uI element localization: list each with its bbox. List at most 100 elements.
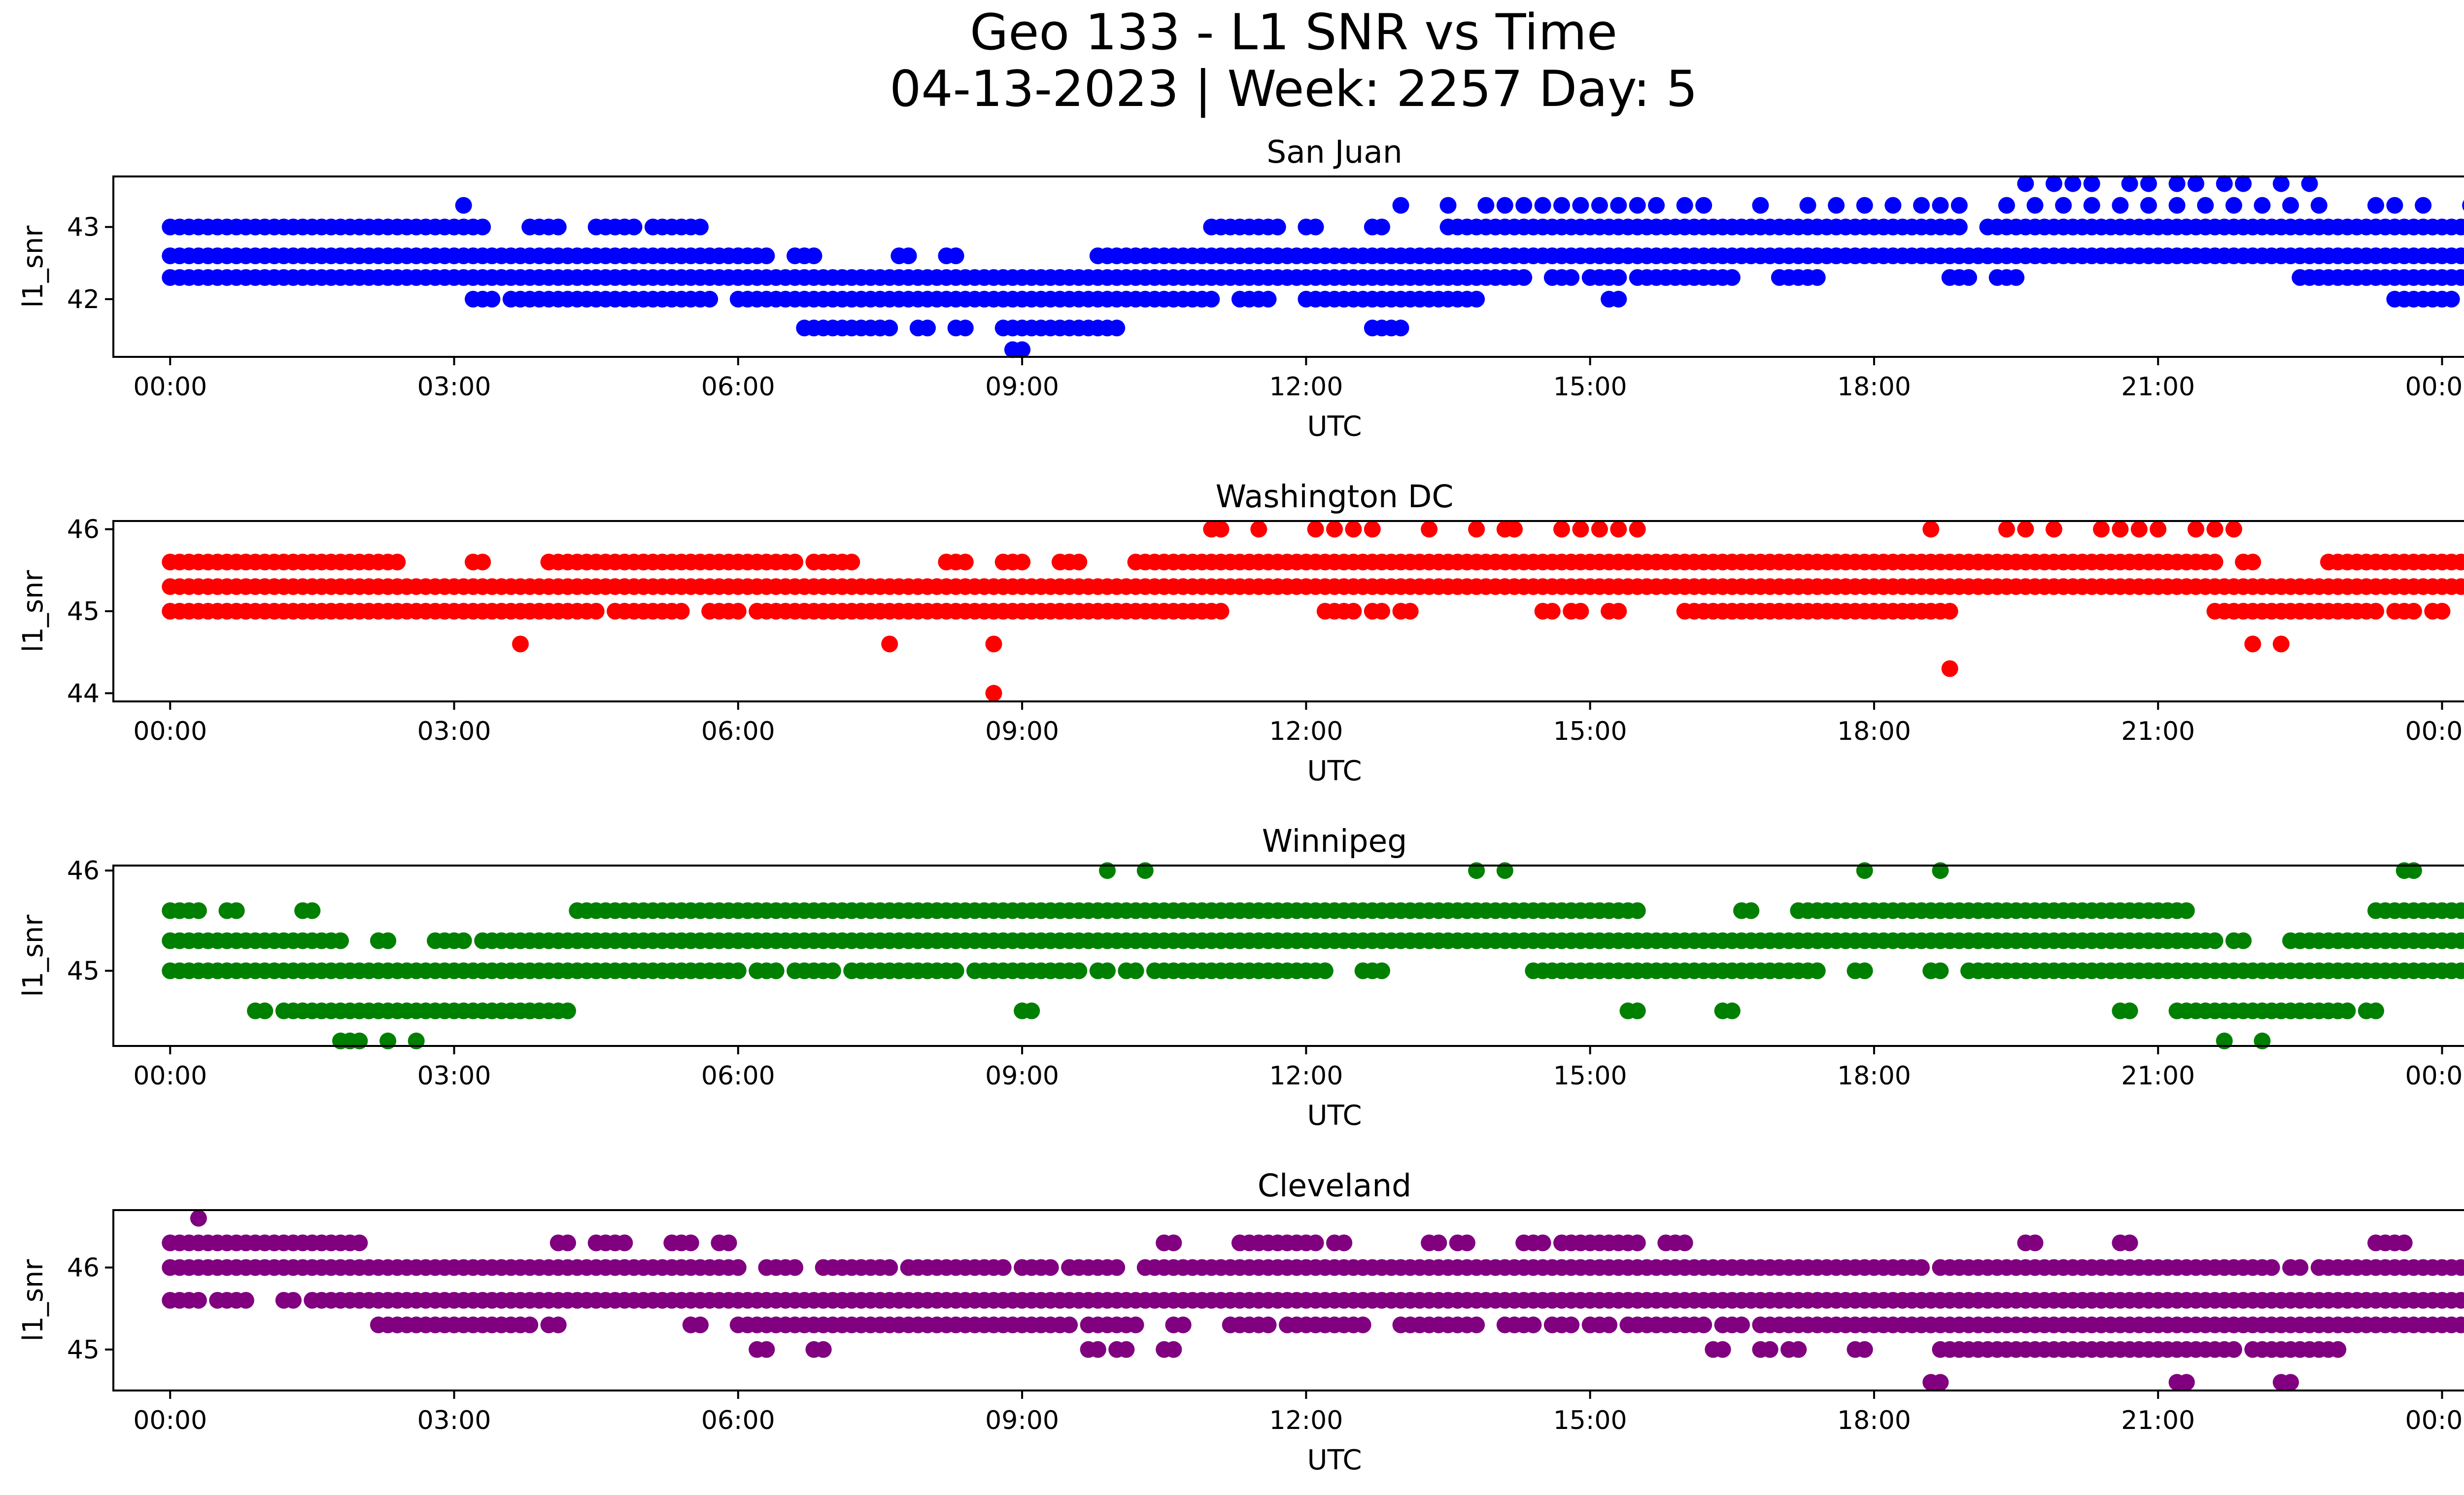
- x-tick-label: 03:00: [417, 717, 491, 746]
- data-point: [2272, 635, 2290, 653]
- y-tick-label: 44: [67, 679, 100, 708]
- data-point: [1563, 269, 1580, 286]
- subplot-title: San Juan: [1266, 134, 1403, 170]
- data-point: [1468, 290, 1485, 308]
- x-tick-label: 06:00: [701, 1061, 775, 1091]
- data-point: [474, 218, 491, 236]
- data-point: [1752, 197, 1769, 214]
- data-point: [1477, 197, 1495, 214]
- data-point: [2254, 197, 2271, 214]
- data-point: [2292, 1259, 2309, 1276]
- data-point: [1629, 1234, 1646, 1252]
- data-point: [2462, 1262, 2464, 1273]
- x-tick-label: 21:00: [2121, 1061, 2195, 1091]
- data-point: [682, 1234, 699, 1252]
- data-point: [1108, 319, 1126, 337]
- data-point: [2367, 1002, 2384, 1019]
- data-point: [758, 247, 775, 264]
- data-point: [512, 635, 529, 653]
- data-point: [1629, 521, 1646, 538]
- x-tick-label: 09:00: [985, 717, 1059, 746]
- data-point: [2188, 175, 2204, 192]
- data-point: [881, 1259, 898, 1276]
- x-axis-label: UTC: [1307, 1444, 1362, 1476]
- data-point: [2168, 197, 2186, 214]
- data-point: [2197, 197, 2214, 214]
- x-tick-label: 18:00: [1837, 1406, 1911, 1435]
- data-point: [2301, 175, 2318, 192]
- y-tick-label: 43: [67, 212, 100, 242]
- data-point: [1610, 197, 1627, 214]
- data-point: [985, 635, 1002, 653]
- data-point: [2462, 272, 2464, 283]
- data-point: [1260, 1316, 1277, 1333]
- data-point: [2225, 197, 2242, 214]
- data-point: [2462, 221, 2464, 233]
- data-point: [2452, 247, 2464, 264]
- data-point: [900, 247, 917, 264]
- data-point: [2452, 1292, 2464, 1309]
- data-point: [1326, 521, 1343, 538]
- data-point: [1316, 962, 1334, 979]
- data-point: [2121, 175, 2138, 192]
- x-tick-label: 09:00: [985, 1406, 1059, 1435]
- data-point: [1373, 218, 1390, 236]
- data-point: [1070, 962, 1088, 979]
- data-point: [2462, 905, 2464, 916]
- data-point: [2452, 902, 2464, 919]
- x-tick-label: 21:00: [2121, 372, 2195, 402]
- data-point: [2462, 556, 2464, 568]
- x-tick-label: 12:00: [1269, 1406, 1343, 1435]
- data-point: [2282, 1374, 2299, 1391]
- data-point: [1733, 1316, 1750, 1333]
- data-point: [549, 218, 567, 236]
- data-point: [1439, 197, 1457, 214]
- data-point: [1307, 218, 1324, 236]
- data-point: [1070, 554, 1088, 571]
- x-tick-label: 15:00: [1553, 717, 1627, 746]
- data-point: [2452, 269, 2464, 286]
- data-point: [1534, 197, 1551, 214]
- data-point: [1553, 521, 1570, 538]
- y-axis: 44 45 46 l1_snr: [17, 515, 113, 708]
- data-point: [1506, 521, 1523, 538]
- data-point: [2206, 554, 2224, 571]
- x-tick-label: 09:00: [985, 372, 1059, 402]
- figure-subtitle: 04-13-2023 | Week: 2257 Day: 5: [890, 60, 1698, 118]
- x-tick-label: 21:00: [2121, 717, 2195, 746]
- data-point: [1260, 290, 1277, 308]
- subplot-title: Cleveland: [1258, 1168, 1411, 1204]
- x-tick-label: 00:00: [2405, 1406, 2464, 1435]
- y-axis-label: l1_snr: [17, 570, 49, 653]
- data-point: [2452, 932, 2464, 949]
- x-axis: 00:00 03:00 06:00 09:00 12:00 15:00 18:00 21:00…: [133, 1046, 2464, 1132]
- data-point: [1421, 521, 1438, 538]
- data-point: [947, 247, 964, 264]
- data-point: [1335, 1234, 1353, 1252]
- data-point: [1402, 603, 1419, 620]
- data-point: [1515, 197, 1533, 214]
- data-points: [162, 862, 2464, 1049]
- data-point: [1629, 1002, 1646, 1019]
- data-point: [1345, 521, 1362, 538]
- data-point: [2083, 175, 2100, 192]
- data-point: [1610, 290, 1627, 308]
- y-axis-label: l1_snr: [17, 225, 49, 308]
- data-point: [1932, 197, 1949, 214]
- x-tick-label: 18:00: [1837, 372, 1911, 402]
- data-point: [2339, 1002, 2356, 1019]
- data-point: [1723, 1002, 1741, 1019]
- data-point: [2462, 935, 2464, 946]
- x-axis-label: UTC: [1307, 755, 1362, 787]
- x-tick-label: 12:00: [1269, 372, 1343, 402]
- data-point: [2150, 521, 2167, 538]
- axes-frame: [112, 175, 2464, 358]
- data-point: [957, 319, 974, 337]
- x-tick-label: 15:00: [1553, 1061, 1627, 1091]
- y-tick-label: 46: [67, 515, 100, 545]
- data-point: [2083, 197, 2100, 214]
- data-point: [2452, 962, 2464, 979]
- data-point: [1468, 1316, 1485, 1333]
- data-point: [256, 1002, 274, 1019]
- data-point: [389, 554, 406, 571]
